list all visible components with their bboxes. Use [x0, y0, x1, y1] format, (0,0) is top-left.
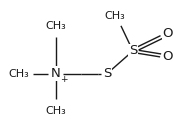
Text: CH₃: CH₃ [9, 69, 29, 78]
Text: CH₃: CH₃ [104, 11, 125, 21]
Text: O: O [163, 50, 173, 63]
Text: S: S [103, 67, 111, 80]
Text: N: N [51, 67, 61, 80]
Text: +: + [60, 75, 68, 84]
Text: CH₃: CH₃ [45, 106, 66, 116]
Text: O: O [163, 27, 173, 41]
Text: S: S [129, 44, 137, 57]
Text: CH₃: CH₃ [45, 21, 66, 31]
